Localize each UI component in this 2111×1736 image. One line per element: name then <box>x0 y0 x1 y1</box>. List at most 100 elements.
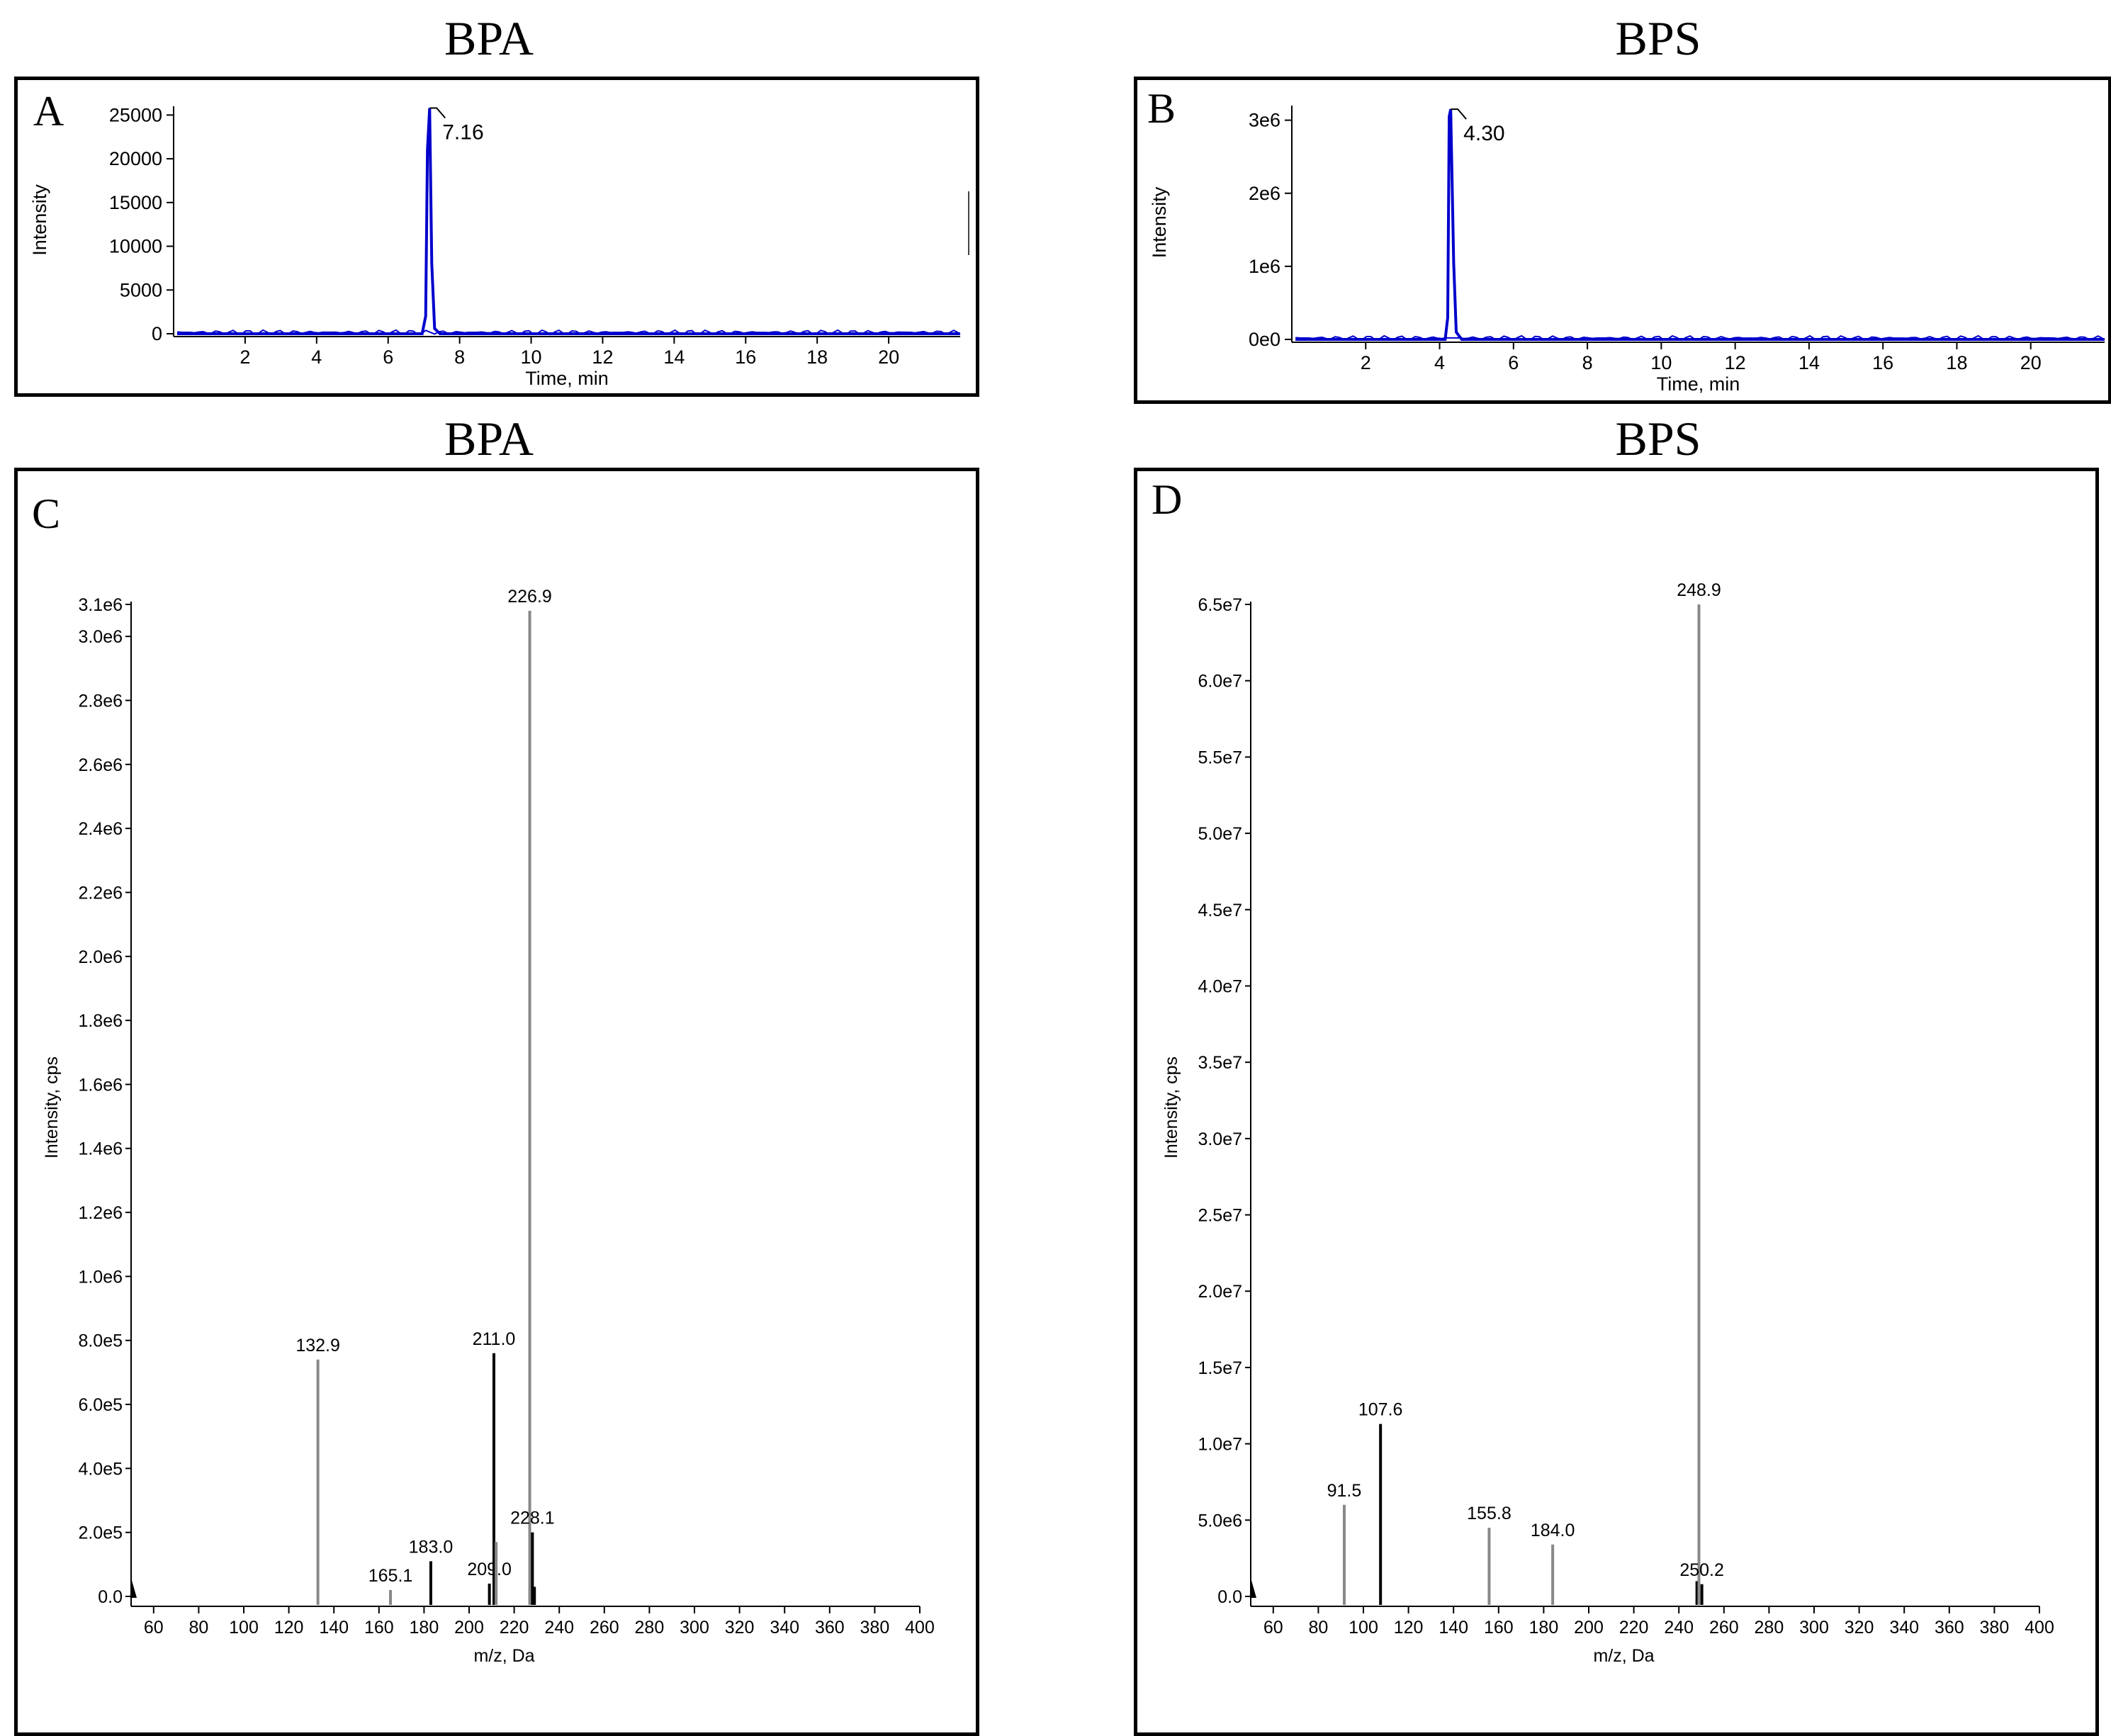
x-tick-label: 140 <box>319 1618 349 1638</box>
title-panel-d: BPS <box>1615 412 1701 466</box>
y-tick-label: 1e6 <box>1249 256 1280 277</box>
x-tick-label: 2 <box>240 346 250 368</box>
x-tick-label: 360 <box>1935 1618 1964 1638</box>
x-tick-label: 240 <box>1664 1618 1694 1638</box>
y-axis-label: Intensity <box>29 184 50 256</box>
y-tick-label: 6.0e5 <box>78 1395 123 1415</box>
chromatogram-line <box>177 108 960 335</box>
origin-marker <box>1251 1578 1256 1598</box>
panel-label-c: C <box>32 490 61 537</box>
y-tick-label: 25000 <box>109 104 162 125</box>
x-tick-label: 80 <box>1308 1618 1328 1638</box>
y-tick-label: 3.0e6 <box>78 627 123 647</box>
peak-label: 209.0 <box>467 1560 512 1579</box>
peak-annotation-label: 4.30 <box>1463 122 1504 145</box>
x-tick-label: 6 <box>383 346 393 368</box>
peak-annotation-label: 7.16 <box>442 120 483 144</box>
x-tick-label: 280 <box>1755 1618 1784 1638</box>
y-tick-label: 6.5e7 <box>1198 595 1242 615</box>
y-tick-label: 1.6e6 <box>78 1075 123 1095</box>
y-tick-label: 2.4e6 <box>78 819 123 839</box>
panel-a: A 2 4 6 8 10 12 14 16 18 20 0 5000 10000 15000 20000 25… <box>14 77 979 397</box>
peak-label: 228.1 <box>510 1509 555 1528</box>
x-tick-label: 220 <box>500 1618 529 1638</box>
panel-d: D 60 80 100 120 140 160 180 200 220 240 260 280 300 3… <box>1134 468 2099 1736</box>
x-tick-label: 160 <box>1484 1618 1514 1638</box>
x-tick-label: 240 <box>544 1618 574 1638</box>
y-tick-label: 2.6e6 <box>78 755 123 775</box>
y-tick-label: 1.5e7 <box>1198 1358 1242 1378</box>
peak-label: 155.8 <box>1467 1504 1512 1523</box>
peak-label: 132.9 <box>295 1336 340 1355</box>
x-tick-label: 400 <box>2025 1618 2054 1638</box>
y-tick-label: 2e6 <box>1249 183 1280 204</box>
peak-label: 91.5 <box>1327 1481 1362 1501</box>
x-tick-label: 220 <box>1619 1618 1649 1638</box>
x-tick-label: 300 <box>680 1618 709 1638</box>
x-tick-label: 4 <box>311 346 322 368</box>
title-panel-b: BPS <box>1615 11 1701 65</box>
x-tick-label: 60 <box>144 1618 164 1638</box>
x-tick-label: 180 <box>1529 1618 1559 1638</box>
x-tick-label: 360 <box>815 1618 845 1638</box>
x-tick-label: 300 <box>1799 1618 1829 1638</box>
x-tick-label: 20 <box>878 346 899 368</box>
x-tick-label: 16 <box>1872 352 1893 373</box>
y-tick-label: 5.0e6 <box>1198 1511 1242 1531</box>
panel-b: B 2 4 6 8 10 12 14 16 18 20 0e0 1e6 2e6 3e6 Time, min I… <box>1134 77 2111 404</box>
x-tick-label: 400 <box>905 1618 935 1638</box>
chart-c: 60 80 100 120 140 160 180 200 220 240 260 280 300 320… <box>42 587 935 1666</box>
x-tick-label: 380 <box>1980 1618 2010 1638</box>
y-tick-label: 5000 <box>120 279 162 300</box>
x-axis-label: m/z, Da <box>1593 1646 1654 1666</box>
y-tick-label: 2.0e7 <box>1198 1282 1242 1302</box>
peak-label: 107.6 <box>1358 1400 1403 1420</box>
y-tick-label: 4.0e7 <box>1198 976 1242 996</box>
y-axis-label: Intensity <box>1149 186 1170 258</box>
y-axis-label: Intensity, cps <box>42 1056 62 1159</box>
baseline-noise <box>176 329 959 336</box>
peak-label: 211.0 <box>473 1329 516 1349</box>
y-axis-label: Intensity, cps <box>1161 1056 1181 1159</box>
x-tick-label: 180 <box>410 1618 439 1638</box>
x-tick-label: 80 <box>188 1618 208 1638</box>
y-tick-label: 5.5e7 <box>1198 748 1242 767</box>
x-tick-label: 320 <box>725 1618 755 1638</box>
y-tick-label: 2.8e6 <box>78 691 123 711</box>
y-tick-label: 1.4e6 <box>78 1139 123 1159</box>
y-tick-label: 3.1e6 <box>78 595 123 615</box>
chart-d: 60 80 100 120 140 160 180 200 220 240 260 280 300 320… <box>1161 580 2054 1666</box>
y-tick-label: 6.0e7 <box>1198 672 1242 692</box>
x-tick-label: 100 <box>229 1618 259 1638</box>
y-tick-label: 8.0e5 <box>78 1331 123 1351</box>
y-tick-label: 2.2e6 <box>78 883 123 903</box>
x-tick-label: 120 <box>1394 1618 1424 1638</box>
y-tick-label: 3e6 <box>1249 110 1280 131</box>
x-tick-label: 200 <box>454 1618 484 1638</box>
x-tick-label: 380 <box>860 1618 890 1638</box>
x-tick-label: 260 <box>1709 1618 1739 1638</box>
y-tick-label: 2.0e6 <box>78 947 123 967</box>
x-tick-label: 14 <box>663 346 685 368</box>
y-tick-label: 2.0e5 <box>78 1523 123 1543</box>
peak-label: 226.9 <box>507 587 552 607</box>
x-tick-label: 20 <box>2020 352 2042 373</box>
y-tick-label: 3.0e7 <box>1198 1129 1242 1149</box>
y-tick-label: 10000 <box>109 236 162 257</box>
x-tick-label: 200 <box>1574 1618 1604 1638</box>
y-tick-label: 0 <box>152 323 162 344</box>
panel-label-a: A <box>33 88 64 135</box>
y-tick-label: 1.2e6 <box>78 1203 123 1223</box>
x-tick-label: 120 <box>274 1618 304 1638</box>
x-tick-label: 60 <box>1263 1618 1283 1638</box>
x-axis-label: Time, min <box>1657 373 1740 395</box>
x-tick-label: 8 <box>454 346 465 368</box>
y-tick-label: 1.8e6 <box>78 1011 123 1031</box>
x-tick-label: 320 <box>1845 1618 1874 1638</box>
y-tick-label: 0.0 <box>98 1587 123 1607</box>
peak-label: 250.2 <box>1679 1560 1724 1580</box>
title-panel-a: BPA <box>444 11 534 65</box>
y-tick-label: 5.0e7 <box>1198 824 1242 844</box>
chart-a: 2 4 6 8 10 12 14 16 18 20 0 5000 10000 15000 20000 2500… <box>29 104 969 389</box>
y-tick-label: 1.0e7 <box>1198 1435 1242 1455</box>
